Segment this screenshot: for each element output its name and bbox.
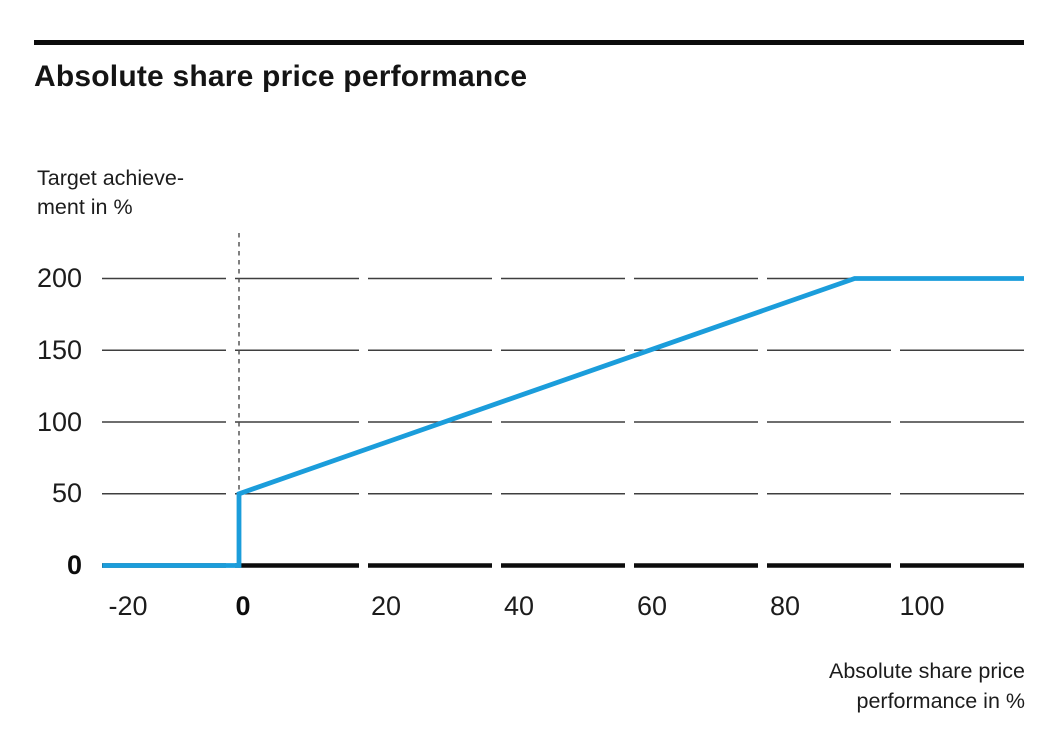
x-tick-label-100: 100 [899, 591, 945, 621]
x-tick-label-40: 40 [503, 591, 535, 621]
y-axis-title-line1: Target achieve- [37, 166, 184, 190]
x-axis-title: Absolute share price performance in % [829, 656, 1025, 716]
target-achievement-line [102, 276, 1024, 568]
y-tick-label-200: 200 [36, 263, 82, 293]
y-tick-label-50: 50 [51, 478, 82, 508]
y-axis-title-line2: ment in % [37, 195, 133, 219]
x-axis-title-line1: Absolute share price [829, 659, 1025, 683]
x-tick-label-60: 60 [636, 591, 668, 621]
x-tick-label-80: 80 [769, 591, 801, 621]
top-divider-rule [34, 40, 1024, 45]
y-tick-label-150: 150 [36, 335, 82, 365]
x-tick-label-neg20: -20 [108, 591, 148, 621]
x-tick-label-0: 0 [235, 591, 251, 621]
y-axis-title: Target achieve- ment in % [37, 164, 184, 222]
x-tick-label-20: 20 [370, 591, 402, 621]
x-axis-title-line2: performance in % [856, 689, 1026, 713]
y-tick-label-0: 0 [66, 550, 82, 580]
y-tick-label-100: 100 [36, 407, 82, 437]
page-title: Absolute share price performance [34, 60, 528, 93]
